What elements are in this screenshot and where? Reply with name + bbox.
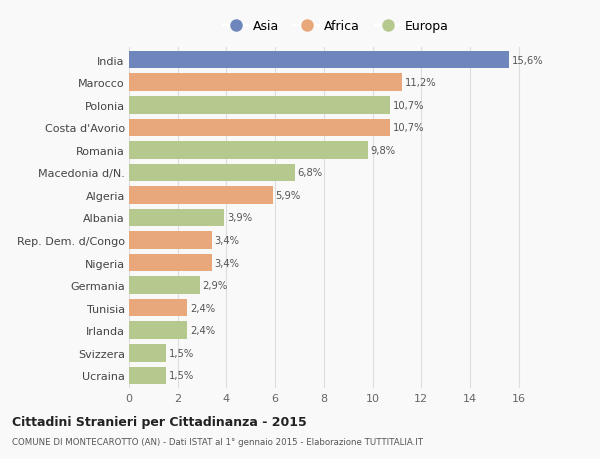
Bar [129, 142, 368, 159]
Bar [129, 52, 509, 69]
Text: 3,4%: 3,4% [215, 235, 240, 246]
Text: 6,8%: 6,8% [298, 168, 323, 178]
Text: 11,2%: 11,2% [404, 78, 436, 88]
Bar [129, 187, 272, 204]
Text: 15,6%: 15,6% [512, 56, 544, 66]
Text: 1,5%: 1,5% [169, 370, 194, 381]
Text: Cittadini Stranieri per Cittadinanza - 2015: Cittadini Stranieri per Cittadinanza - 2… [12, 415, 307, 428]
Bar [129, 164, 295, 182]
Bar [129, 277, 200, 294]
Bar [129, 74, 402, 92]
Bar [129, 97, 389, 114]
Bar [129, 209, 224, 227]
Text: 2,4%: 2,4% [190, 303, 215, 313]
Bar [129, 367, 166, 384]
Text: 2,4%: 2,4% [190, 325, 215, 336]
Bar [129, 232, 212, 249]
Text: 9,8%: 9,8% [371, 146, 396, 156]
Bar [129, 119, 389, 137]
Text: COMUNE DI MONTECAROTTO (AN) - Dati ISTAT al 1° gennaio 2015 - Elaborazione TUTTI: COMUNE DI MONTECAROTTO (AN) - Dati ISTAT… [12, 437, 423, 446]
Bar [129, 322, 187, 339]
Text: 1,5%: 1,5% [169, 348, 194, 358]
Text: 10,7%: 10,7% [392, 101, 424, 111]
Legend: Asia, Africa, Europa: Asia, Africa, Europa [218, 15, 454, 38]
Text: 3,9%: 3,9% [227, 213, 252, 223]
Bar [129, 299, 187, 317]
Text: 10,7%: 10,7% [392, 123, 424, 133]
Text: 3,4%: 3,4% [215, 258, 240, 268]
Text: 5,9%: 5,9% [275, 190, 301, 201]
Bar [129, 344, 166, 362]
Text: 2,9%: 2,9% [203, 280, 228, 291]
Bar [129, 254, 212, 272]
